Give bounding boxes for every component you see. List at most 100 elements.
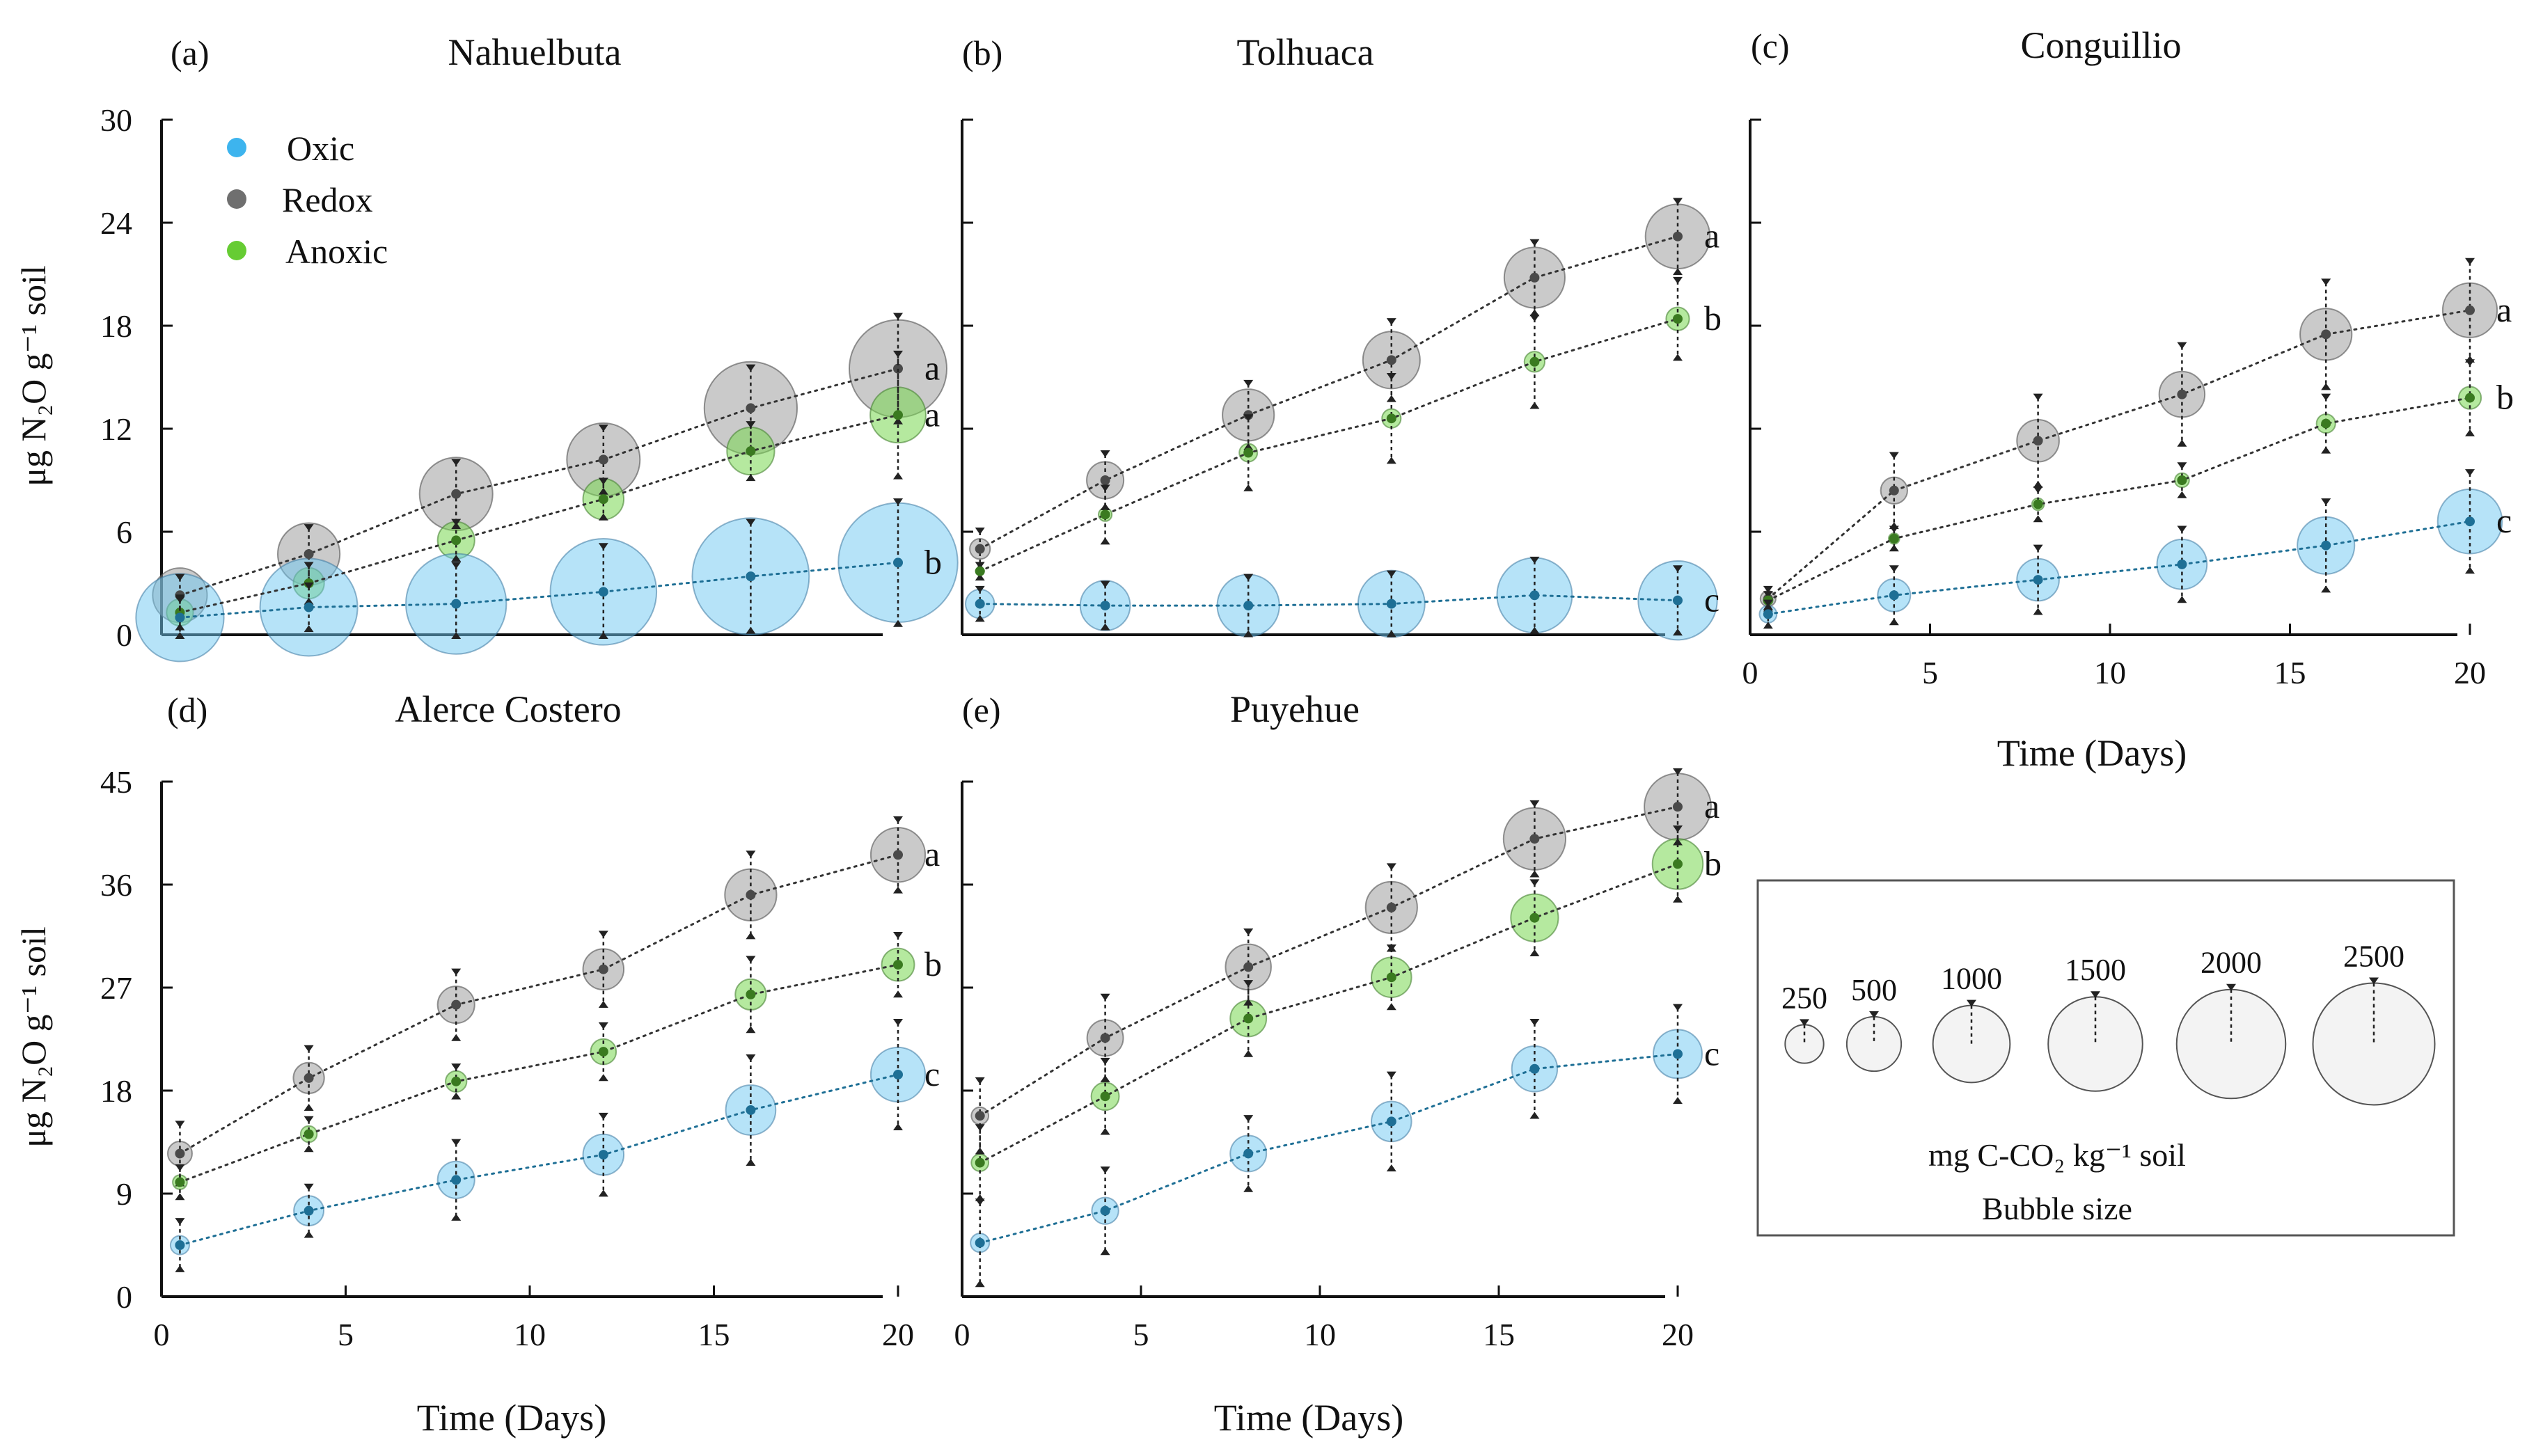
panel-a-oxic-point [175, 612, 185, 623]
panel-e-redox-letter: a [1704, 786, 1719, 825]
panel-b-oxic-errorcap-top [1100, 580, 1110, 588]
panel-e-anoxic-errorcap-bottom [1100, 1127, 1110, 1135]
panel-a-redox-line [178, 367, 899, 596]
panel-b-oxic-errorcap-top [975, 585, 985, 593]
panel-d-anoxic-letter: b [924, 944, 942, 983]
panel-d-oxic-errorcap-bottom [175, 1265, 185, 1272]
panel-a-series-oxic-marks: b [175, 498, 942, 639]
panel-e-oxic-letter: c [1704, 1034, 1719, 1073]
panel-e-xlabel: Time (Days) [1214, 1397, 1404, 1439]
panel-c-redox-errorcap-top [1889, 452, 1899, 459]
panel-e-anoxic-point [1100, 1091, 1110, 1102]
panel-b-redox-errorcap-top [1386, 318, 1396, 326]
panel-d-oxic-errorcap-bottom [451, 1213, 462, 1221]
panel-d-redox-errorcap-top [451, 968, 462, 976]
panel-d-redox-errorcap-bottom [746, 932, 756, 940]
panel-a-ytick-label: 6 [116, 514, 132, 550]
panel-e-redox-errorcap-top [1386, 863, 1396, 871]
panel-e-anoxic-point [1243, 1013, 1254, 1024]
panel-e-oxic-errorcap-bottom [1243, 1185, 1254, 1192]
panel-d-anoxic-errorcap-bottom [175, 1193, 185, 1201]
panel-a-anoxic-errorcap-top [451, 519, 462, 526]
panel-e-title: Puyehue [1230, 688, 1360, 730]
panel-e-oxic-errorcap-top [1243, 1115, 1254, 1123]
panel-a-oxic-errorcap-bottom [304, 625, 314, 633]
panel-a-oxic-errorcap-top [598, 543, 608, 551]
panel-c-oxic-point [2465, 516, 2475, 527]
panel-e-series-redox [970, 773, 1712, 1125]
panel-a-anoxic-point [598, 494, 608, 505]
panel-e-redox-point [1243, 962, 1254, 972]
panel-d-oxic-errorcap-bottom [746, 1158, 756, 1166]
panel-d-xtick-label: 15 [698, 1317, 730, 1352]
panel-c-anoxic-errorcap-top [1889, 525, 1899, 533]
panel-d-oxic-errorcap-bottom [304, 1231, 314, 1238]
panel-c-series-anoxic-marks: b [1763, 359, 2514, 610]
bubble-legend-title: mg C-CO₂ kg⁻¹ soil [1928, 1137, 2186, 1173]
panel-b-anoxic-errorcap-top [1386, 373, 1396, 380]
panel-b-redox-point [975, 544, 985, 554]
panel-c-redox-errorcap-bottom [2033, 480, 2043, 488]
panel-d-redox-point [598, 964, 608, 974]
panel-b-anoxic-errorcap-top [1243, 414, 1254, 422]
panel-c-anoxic-line [1767, 397, 2471, 602]
panel-d-series-oxic-marks: c [175, 1018, 940, 1272]
panel-c-series-redox [1759, 282, 2498, 608]
panel-a-ytick-label: 12 [100, 411, 132, 447]
panel-e-redox-point [975, 1111, 985, 1121]
panel-b-label: (b) [962, 33, 1002, 72]
panel-c-redox-point [2321, 329, 2331, 340]
panel-d-oxic-errorcap-top [598, 1112, 608, 1120]
bubble-size-legend: 250 500 1000 1500 2000 2500 mg C-CO₂ kg⁻¹ soi… [1756, 879, 2455, 1237]
panel-a-oxic-point [304, 602, 314, 612]
panel-d-anoxic-errorcap-top [451, 1063, 462, 1071]
legend-redox-marker [227, 189, 246, 209]
panel-d-oxic-errorcap-top [893, 1018, 903, 1026]
panel-b-plot: a b c [961, 118, 1722, 641]
panel-e-anoxic-point [1386, 972, 1396, 983]
panel-b-redox-point [1673, 231, 1683, 242]
panel-d-redox-errorcap-top [175, 1121, 185, 1128]
panel-e-oxic-point [975, 1237, 985, 1248]
panel-b-redox-errorcap-top [1100, 450, 1110, 457]
bubble-legend-items: 250 500 1000 1500 2000 2500 [1781, 940, 2436, 1106]
panel-b-oxic-errorcap-top [1673, 565, 1683, 573]
panel-c-xtick-label: 5 [1922, 655, 1938, 690]
panel-b-redox-errorcap-top [1529, 239, 1540, 246]
panel-b-anoxic-errorcap-bottom [975, 573, 985, 581]
panel-a-series-oxic [135, 502, 959, 663]
panel-d-plot: 0 9 18 27 36 45 0 5 10 15 20 a b c [100, 764, 942, 1352]
panel-a-anoxic-errorcap-bottom [746, 474, 756, 482]
panel-d-redox-point [451, 999, 462, 1010]
panel-e-label: (e) [962, 690, 1001, 729]
panel-c-xtick-label: 10 [2094, 655, 2126, 690]
bubble-legend-size-label: 2500 [2343, 940, 2404, 974]
panel-e-oxic-point [1243, 1148, 1254, 1159]
panel-a: (a) Nahuelbuta μg N₂O g⁻¹ soil 0 6 12 18 24 3… [14, 31, 959, 663]
panel-d-xtick-label: 20 [882, 1317, 914, 1352]
panel-d-anoxic-errorcap-top [893, 932, 903, 939]
panel-c-anoxic-point [2465, 393, 2475, 403]
panel-a-ylabel: μg N₂O g⁻¹ soil [14, 265, 53, 486]
panel-a-anoxic-point [451, 535, 462, 546]
panel-d-oxic-line [178, 1073, 899, 1247]
panel-c-oxic-errorcap-bottom [2033, 608, 2043, 615]
panel-d-anoxic-errorcap-bottom [893, 990, 903, 998]
panel-e-oxic-point [1529, 1063, 1540, 1074]
panel-c-oxic-line [1767, 520, 2471, 615]
panel-a-redox-errorcap-top [598, 425, 608, 432]
panel-c-oxic-point [1889, 590, 1899, 601]
panel-a-anoxic-errorcap-top [598, 477, 608, 485]
panel-d-redox-point [175, 1148, 185, 1159]
panel-a-anoxic-errorcap-bottom [451, 555, 462, 562]
panel-d-anoxic-errorcap-bottom [746, 1026, 756, 1034]
panel-e-redox-errorcap-top [975, 1077, 985, 1084]
panel-d-label: (d) [167, 690, 207, 729]
panel-b-anoxic-point [1243, 448, 1254, 458]
panel-d-redox-errorcap-bottom [598, 1001, 608, 1008]
panel-d-anoxic-point [175, 1177, 185, 1187]
panel-e-anoxic-errorcap-top [1529, 879, 1540, 887]
panel-c-oxic-errorcap-top [2177, 525, 2187, 533]
panel-b-series-anoxic [975, 306, 1690, 576]
